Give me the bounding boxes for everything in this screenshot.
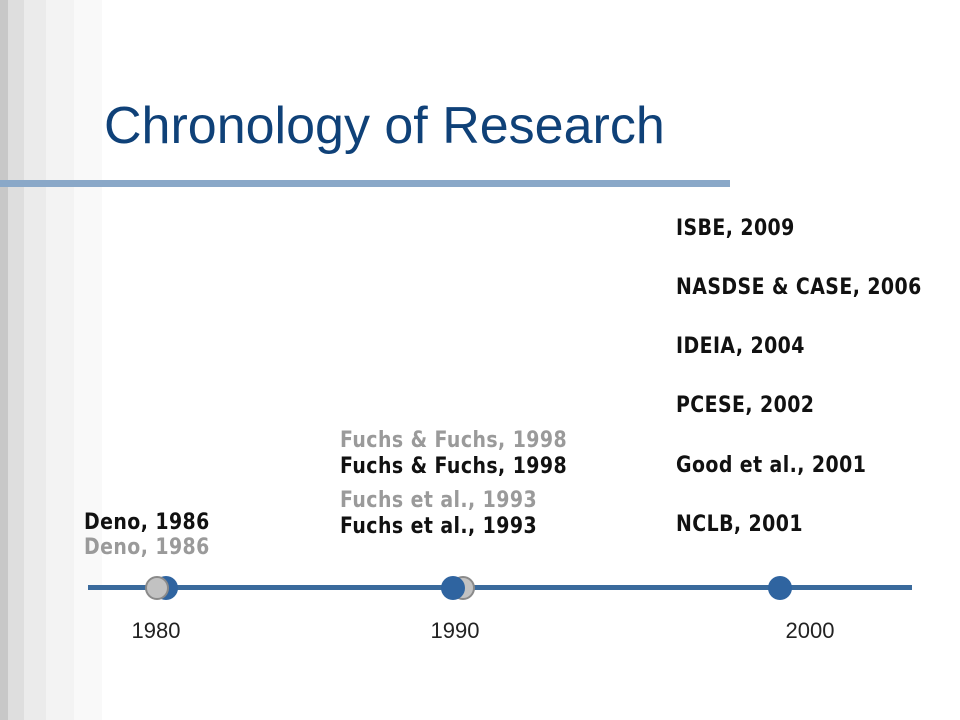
decorative-stripes	[0, 0, 120, 720]
timeline-marker-1980-ghost	[145, 576, 169, 600]
tick-label-2000: 2000	[785, 618, 835, 643]
tick-label-1980: 1980	[131, 618, 181, 643]
timeline-marker-1990	[441, 576, 465, 600]
tick-label-1990: 1990	[430, 618, 480, 643]
event-nclb-2001: NCLB, 2001	[676, 512, 803, 537]
event-deno-1986-shadow: Deno, 1986	[84, 535, 210, 560]
event-deno-1986: Deno, 1986	[84, 510, 210, 535]
timeline-axis	[88, 585, 912, 590]
event-fuchs-1998: Fuchs & Fuchs, 1998	[340, 454, 568, 479]
timeline-marker-2000	[768, 576, 792, 600]
event-nasdse-2006: NASDSE & CASE, 2006	[676, 275, 922, 300]
event-fuchs-1998-shadow: Fuchs & Fuchs, 1998	[340, 428, 568, 453]
event-isbe-2009: ISBE, 2009	[676, 216, 795, 241]
event-fuchs-1993-shadow: Fuchs et al., 1993	[340, 488, 538, 513]
slide-title: Chronology of Research	[104, 97, 665, 155]
title-underline	[0, 180, 730, 187]
event-fuchs-1993: Fuchs et al., 1993	[340, 514, 538, 539]
event-good-2001: Good et al., 2001	[676, 453, 867, 478]
event-pcese-2002: PCESE, 2002	[676, 393, 815, 418]
event-ideia-2004: IDEIA, 2004	[676, 334, 805, 359]
